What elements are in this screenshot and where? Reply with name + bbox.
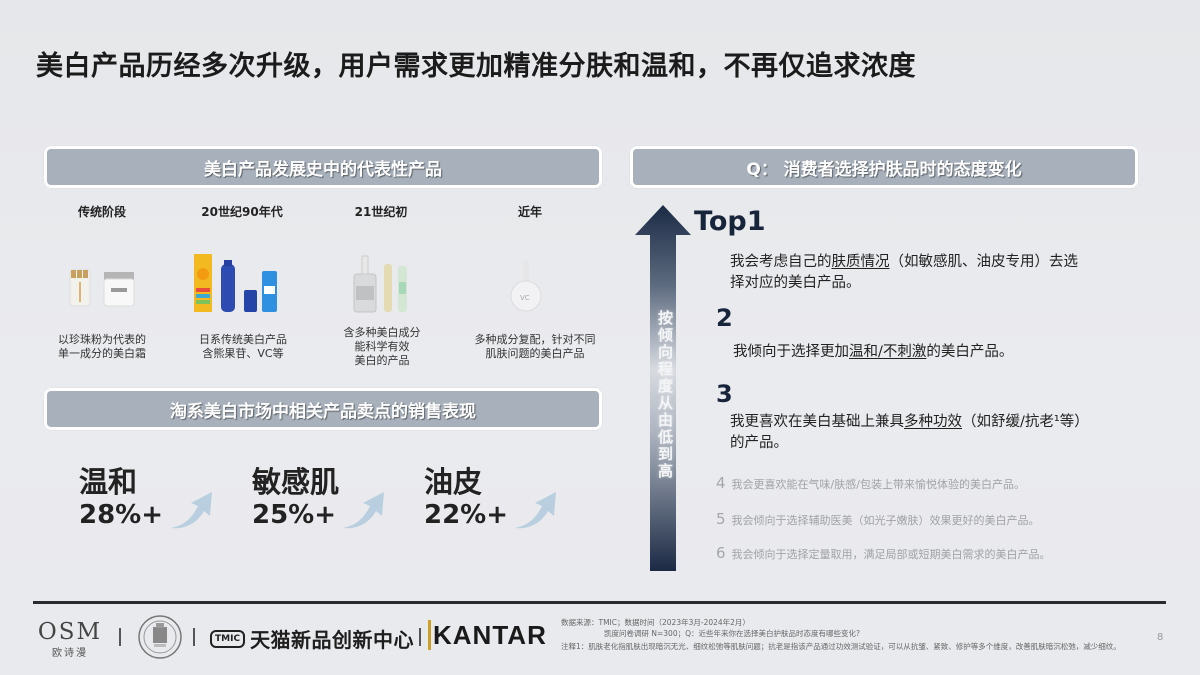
era-label-1990s: 20世纪90年代 <box>201 205 283 219</box>
dropper-bottle-image: VC <box>510 260 542 312</box>
statement-text: （如敏感肌、油皮专用）去选择对应的美白产品。 <box>730 254 1078 291</box>
era-desc-1990s: 日系传统美白产品 含熊果苷、VC等 <box>199 333 287 360</box>
trend-up-arrow-icon <box>170 492 212 529</box>
statement-text: 我会更喜欢能在气味/肤感/包装上带来愉悦体验的美白产品。 <box>731 478 1025 491</box>
trend-up-arrow-icon <box>342 492 384 529</box>
tendency-arrow-icon <box>635 205 691 571</box>
rank-2: 2 <box>716 304 733 332</box>
footer-divider <box>33 601 1166 604</box>
serum-bottles-image <box>353 255 407 313</box>
metric-keyword: 温和 <box>79 465 138 499</box>
logo-separator <box>119 628 121 646</box>
rank-top1: Top1 <box>694 206 766 237</box>
statement-2: 我倾向于选择更加温和/不刺激的美白产品。 <box>733 342 1093 363</box>
kantar-rest: ANTAR <box>452 620 547 650</box>
history-section-header: 美白产品发展史中的代表性产品 <box>44 146 602 188</box>
japanese-whitening-products-image <box>194 254 277 312</box>
trend-up-arrow-icon <box>514 492 556 529</box>
svg-text:VC: VC <box>520 294 530 302</box>
metric-keyword: 敏感肌 <box>252 465 340 499</box>
tmic-name: 天猫新品创新中心 <box>250 628 415 652</box>
page-title: 美白产品历经多次升级，用户需求更加精准分肤和温和，不再仅追求浓度 <box>36 51 916 82</box>
statement-4: 4 我会更喜欢能在气味/肤感/包装上带来愉悦体验的美白产品。 <box>716 474 1025 492</box>
logo-separator <box>193 628 195 646</box>
tmic-logo: TMIC 天猫新品创新中心 <box>210 624 414 653</box>
era-desc-recent: 多种成分复配，针对不同 肌肤问题的美白产品 <box>474 333 596 360</box>
sales-section-header: 淘系美白市场中相关产品卖点的销售表现 <box>44 388 602 430</box>
kantar-logo: KANTAR <box>428 620 547 651</box>
statement-3: 我更喜欢在美白基础上兼具多种功效（如舒缓/抗老¹等）的产品。 <box>730 412 1090 454</box>
kantar-k: K <box>428 620 453 650</box>
statement-text: 我会考虑自己的 <box>730 254 832 270</box>
statement-text: 的美白产品。 <box>926 344 1014 360</box>
page-number: 8 <box>1157 632 1164 643</box>
statement-text: （如舒缓/抗老¹等）的产品。 <box>730 414 1089 451</box>
statement-emphasis: 多种功效 <box>904 414 962 430</box>
statement-top1: 我会考虑自己的肤质情况（如敏感肌、油皮专用）去选择对应的美白产品。 <box>730 252 1090 294</box>
rank-number: 4 <box>716 474 726 492</box>
statement-6: 6 我会倾向于选择定量取用，满足局部或短期美白需求的美白产品。 <box>716 544 1051 562</box>
era-desc-2000s: 含多种美白成分 能科学有效 美白的产品 <box>343 326 421 367</box>
metric-mild: 温和 28%+ <box>79 465 163 531</box>
statement-text: 我会倾向于选择定量取用，满足局部或短期美白需求的美白产品。 <box>731 548 1051 561</box>
metric-growth: 28%+ <box>79 500 164 530</box>
source-line: 数据来源：TMIC；数据时间（2023年3月-2024年2月） <box>561 618 750 627</box>
osm-logo-text: OSM <box>37 619 103 645</box>
statement-text: 我倾向于选择更加 <box>733 344 849 360</box>
pearl-cream-products-image <box>69 269 135 307</box>
rank-number: 5 <box>716 510 726 528</box>
era-label-traditional: 传统阶段 <box>77 205 126 219</box>
era-label-2000s: 21世纪初 <box>354 205 408 219</box>
metric-oily-skin: 油皮 22%+ <box>424 465 508 531</box>
source-line: 凯度问卷调研 N=300；Q：近些年来你在选择美白护肤品时态度有哪些变化? <box>604 628 860 638</box>
statement-text: 我更喜欢在美白基础上兼具 <box>730 414 904 430</box>
tendency-axis-label: 按倾向程度从由低到高 <box>656 310 674 480</box>
statement-emphasis: 肤质情况 <box>831 254 890 270</box>
tmic-badge: TMIC <box>210 629 246 648</box>
statement-text: 我会倾向于选择辅助医美（如光子嫩肤）效果更好的美白产品。 <box>731 514 1040 527</box>
metric-keyword: 油皮 <box>424 465 483 499</box>
footnote: 注释1：肌肤老化指肌肤出现暗沉无光、细纹松弛等肌肤问题；抗老是指该产品通过功效测… <box>561 642 1121 651</box>
osm-logo-cn: 欧诗漫 <box>52 648 88 659</box>
osm-logo: OSM 欧诗漫 <box>37 620 103 659</box>
source-notes: 数据来源：TMIC；数据时间（2023年3月-2024年2月） 凯度问卷调研 N… <box>561 618 1131 653</box>
statement-emphasis: 温和/不刺激 <box>849 344 927 360</box>
metric-sensitive-skin: 敏感肌 25%+ <box>252 465 339 531</box>
institution-seal-logo <box>138 615 182 659</box>
statement-5: 5 我会倾向于选择辅助医美（如光子嫩肤）效果更好的美白产品。 <box>716 510 1040 528</box>
rank-number: 6 <box>716 544 726 562</box>
metric-growth: 22%+ <box>424 500 509 530</box>
metric-growth: 25%+ <box>252 500 337 530</box>
attitude-section-header: Q： 消费者选择护肤品时的态度变化 <box>630 146 1138 188</box>
logo-separator <box>419 628 421 646</box>
rank-3: 3 <box>716 380 733 408</box>
era-label-recent: 近年 <box>517 205 542 219</box>
era-desc-traditional: 以珍珠粉为代表的 单一成分的美白霜 <box>58 333 146 360</box>
